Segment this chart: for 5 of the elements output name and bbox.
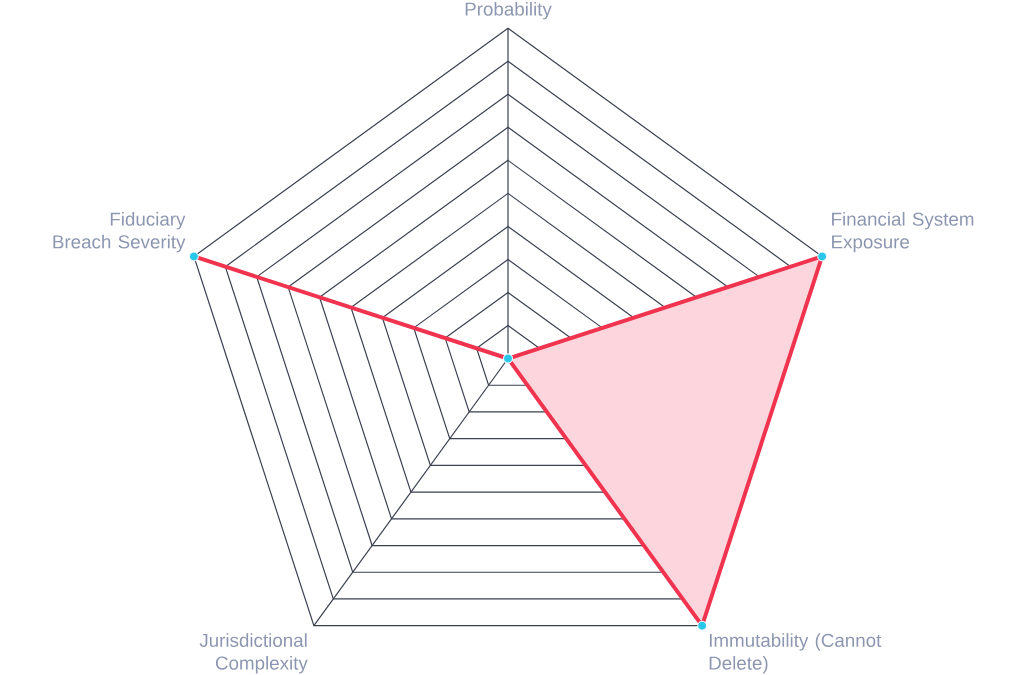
spoke-label: Immutability (Cannot Delete)	[709, 633, 882, 674]
spoke-label: Probability	[465, 1, 552, 20]
spoke-label: Financial System Exposure	[832, 211, 974, 253]
spoke-label: Fiduciary Breach Severity	[53, 211, 186, 253]
spoke-label: Jurisdictional Complexity	[199, 633, 308, 674]
